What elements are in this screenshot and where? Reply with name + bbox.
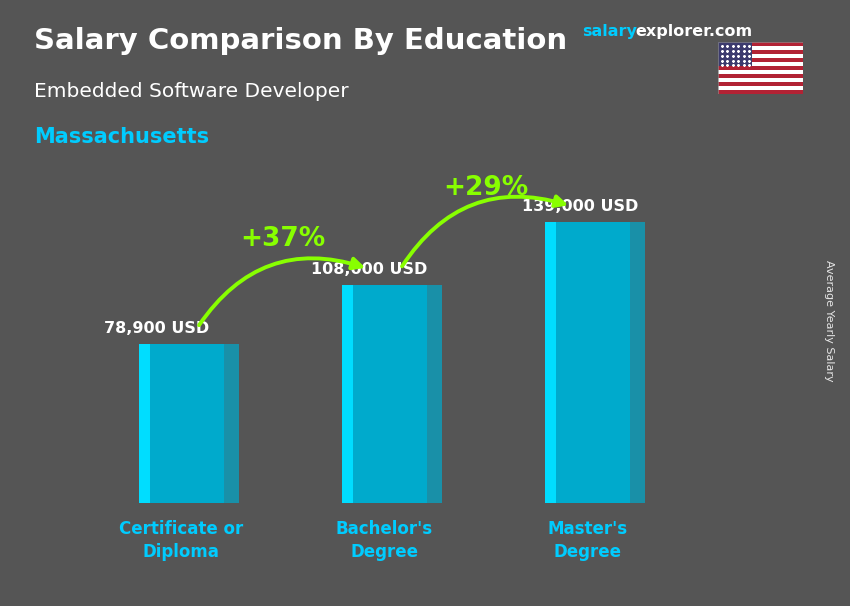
Bar	[718, 82, 803, 86]
Text: explorer.com: explorer.com	[635, 24, 752, 39]
Text: +37%: +37%	[241, 225, 326, 251]
Bar	[718, 58, 803, 62]
Bar	[718, 86, 803, 90]
FancyBboxPatch shape	[545, 222, 556, 503]
Polygon shape	[224, 344, 239, 503]
Bar	[718, 55, 803, 58]
Bar	[718, 78, 803, 82]
Polygon shape	[427, 285, 442, 503]
FancyBboxPatch shape	[342, 285, 353, 503]
Text: Salary Comparison By Education: Salary Comparison By Education	[34, 27, 567, 55]
Bar	[718, 62, 803, 66]
Text: 108,000 USD: 108,000 USD	[311, 262, 428, 277]
FancyBboxPatch shape	[545, 222, 630, 503]
Bar	[718, 50, 803, 55]
FancyBboxPatch shape	[139, 344, 150, 503]
Bar	[718, 42, 752, 66]
Text: +29%: +29%	[443, 175, 529, 201]
Bar	[718, 90, 803, 94]
Bar	[718, 42, 803, 47]
Text: salary: salary	[582, 24, 638, 39]
Text: Embedded Software Developer: Embedded Software Developer	[34, 82, 348, 101]
Bar	[718, 47, 803, 50]
Polygon shape	[630, 222, 645, 503]
Bar	[718, 74, 803, 78]
FancyBboxPatch shape	[342, 285, 427, 503]
FancyBboxPatch shape	[139, 344, 224, 503]
Text: 139,000 USD: 139,000 USD	[522, 199, 638, 214]
Bar	[718, 70, 803, 74]
Text: Massachusetts: Massachusetts	[34, 127, 209, 147]
Bar	[718, 66, 803, 70]
Text: 78,900 USD: 78,900 USD	[105, 321, 209, 336]
Text: Average Yearly Salary: Average Yearly Salary	[824, 261, 834, 382]
